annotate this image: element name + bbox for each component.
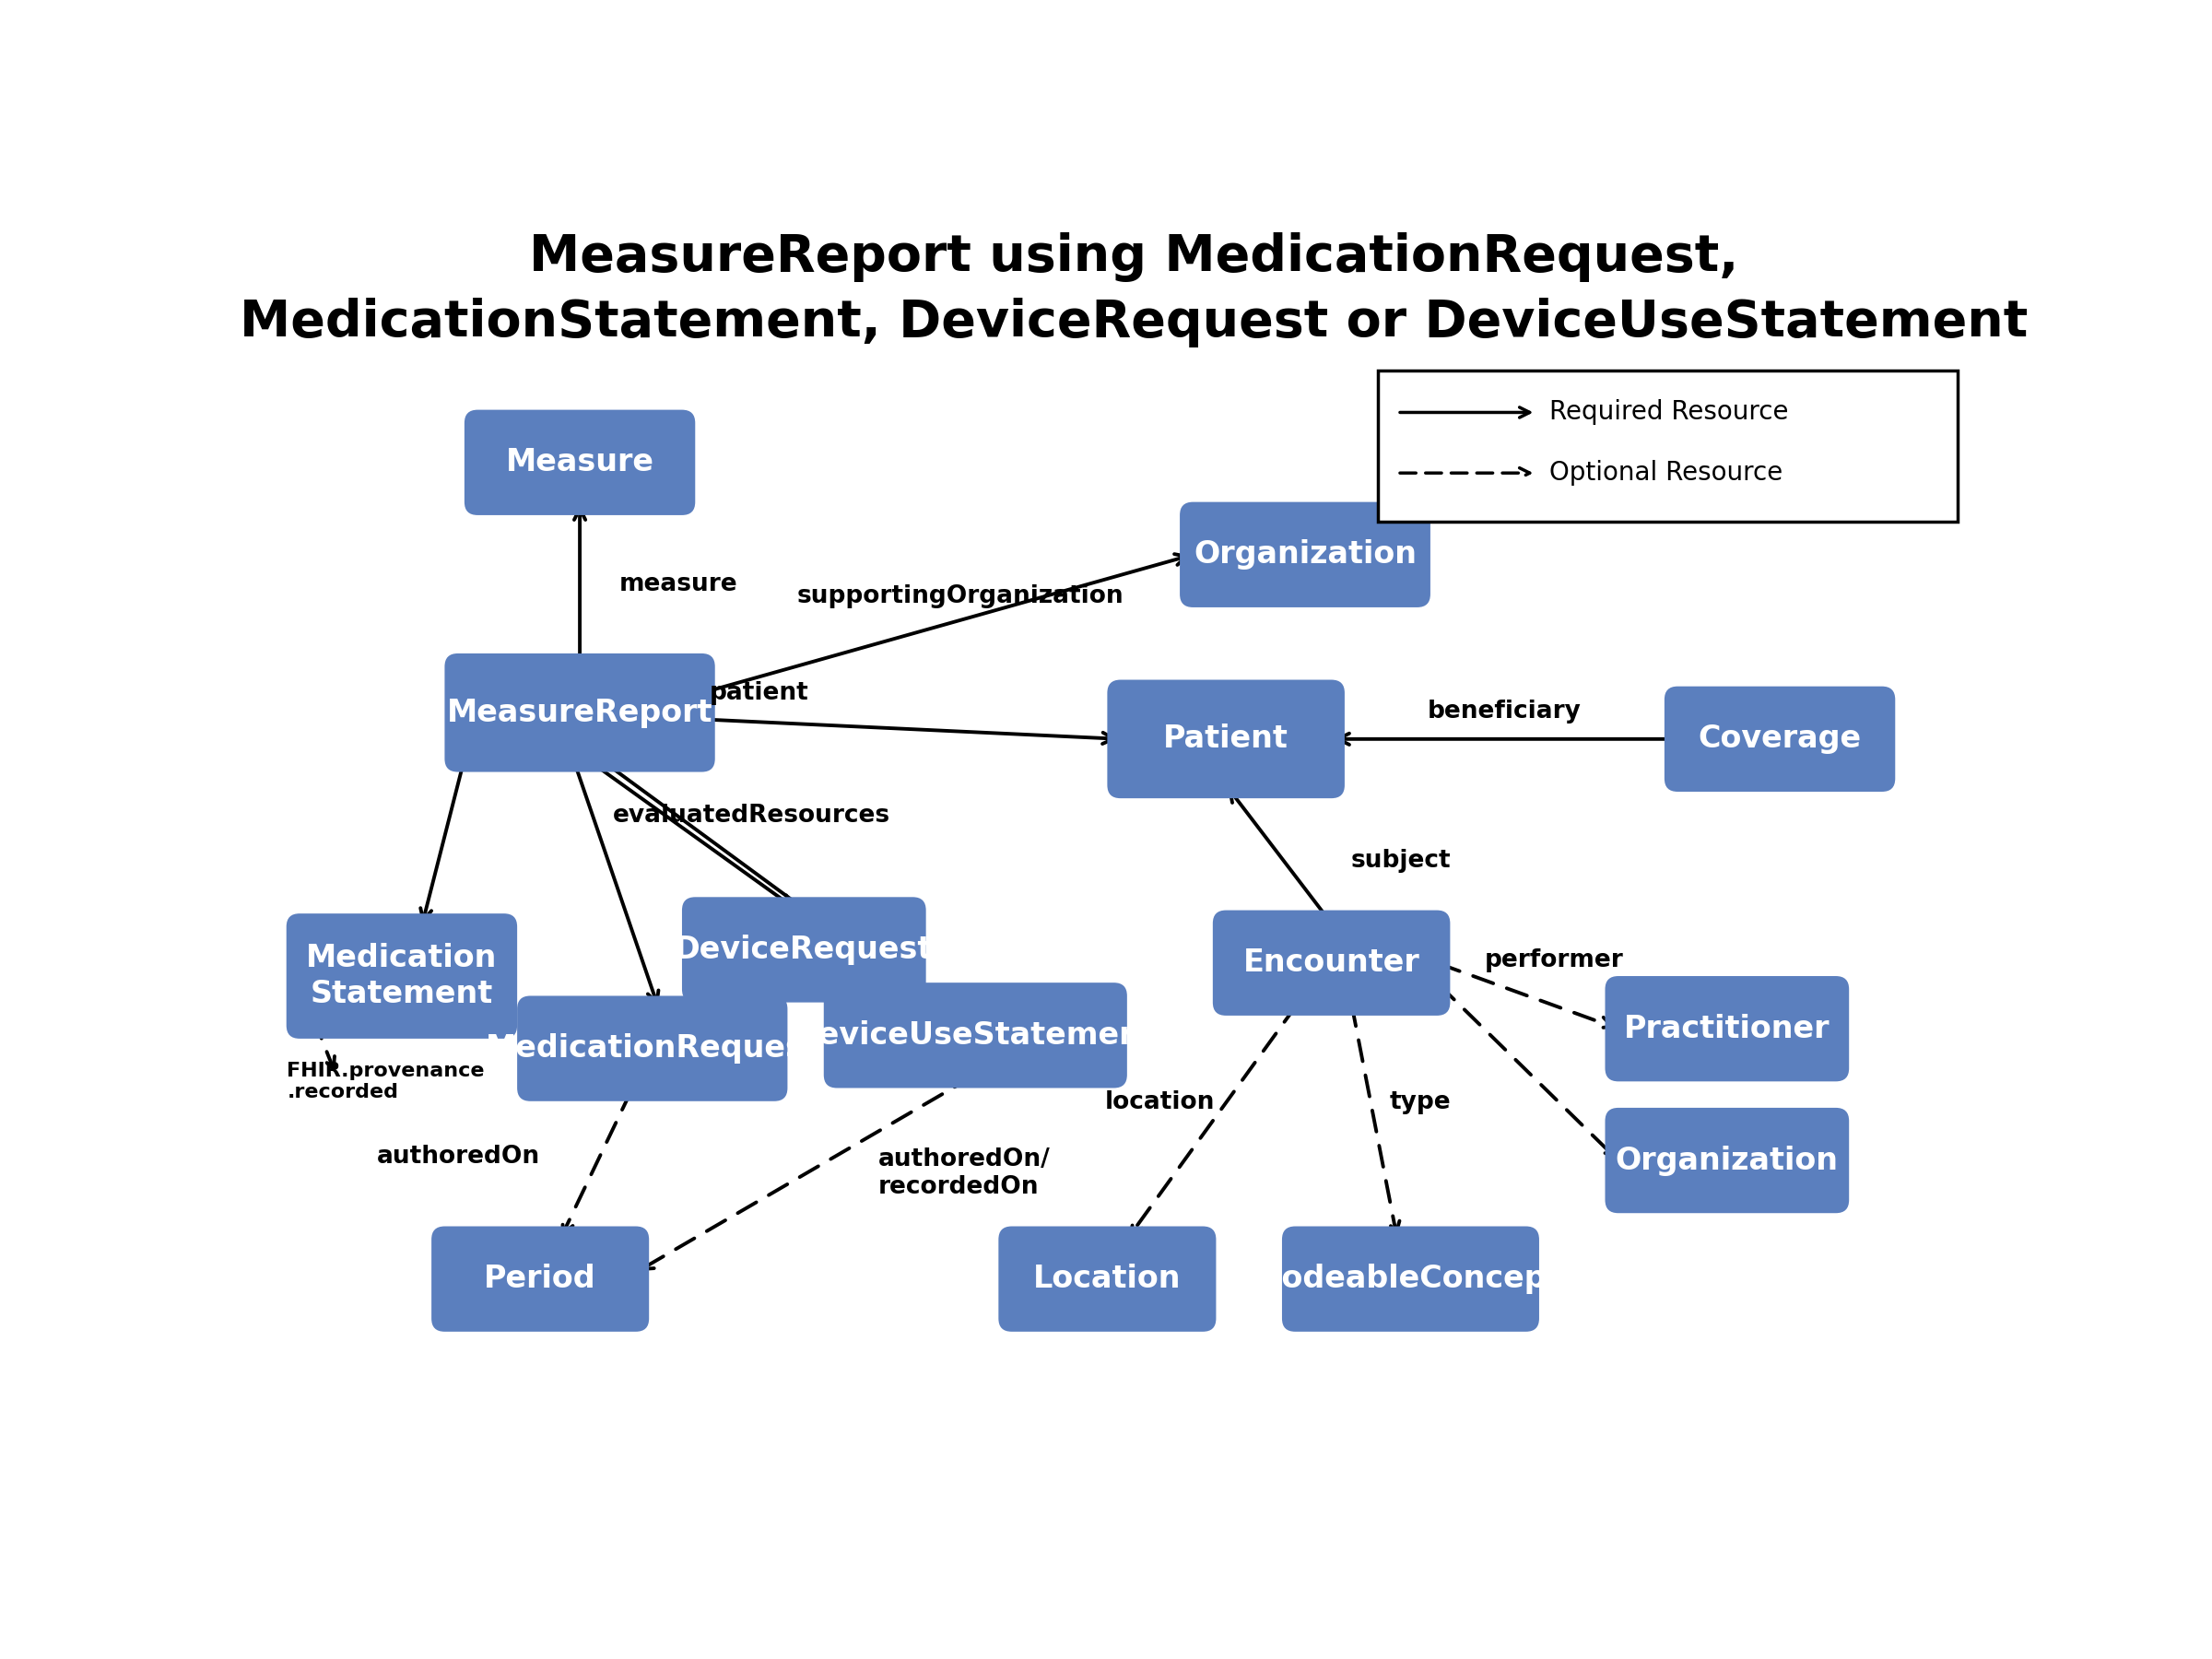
- FancyBboxPatch shape: [431, 1226, 648, 1332]
- Text: authoredOn/
recordedOn: authoredOn/ recordedOn: [878, 1148, 1051, 1199]
- FancyBboxPatch shape: [465, 410, 695, 516]
- FancyBboxPatch shape: [1606, 1108, 1849, 1213]
- Text: Medication
Statement: Medication Statement: [305, 944, 498, 1009]
- FancyBboxPatch shape: [1212, 911, 1451, 1015]
- FancyBboxPatch shape: [998, 1226, 1217, 1332]
- FancyBboxPatch shape: [1108, 680, 1345, 798]
- Text: Organization: Organization: [1194, 539, 1416, 569]
- Text: performer: performer: [1484, 949, 1624, 972]
- Text: Coverage: Coverage: [1699, 723, 1863, 755]
- Text: DeviceUseStatement: DeviceUseStatement: [794, 1020, 1157, 1050]
- Text: supportingOrganization: supportingOrganization: [796, 584, 1124, 607]
- Text: authoredOn: authoredOn: [376, 1145, 540, 1170]
- Text: FHIR.provenance
.recorded: FHIR.provenance .recorded: [288, 1062, 484, 1102]
- Text: MedicationStatement, DeviceRequest or DeviceUseStatement: MedicationStatement, DeviceRequest or De…: [239, 299, 2028, 348]
- FancyBboxPatch shape: [285, 914, 518, 1039]
- Text: Organization: Organization: [1615, 1145, 1838, 1176]
- FancyBboxPatch shape: [445, 654, 714, 771]
- Text: measure: measure: [619, 572, 739, 596]
- Text: MeasureReport: MeasureReport: [447, 697, 712, 728]
- Text: Optional Resource: Optional Resource: [1548, 460, 1783, 486]
- Text: Required Resource: Required Resource: [1548, 400, 1787, 425]
- Text: Location: Location: [1033, 1264, 1181, 1294]
- Text: Patient: Patient: [1164, 723, 1290, 755]
- FancyBboxPatch shape: [1378, 370, 1958, 521]
- Text: type: type: [1389, 1090, 1451, 1115]
- Text: beneficiary: beneficiary: [1427, 698, 1582, 723]
- Text: patient: patient: [710, 682, 807, 705]
- FancyBboxPatch shape: [518, 995, 787, 1102]
- Text: Measure: Measure: [507, 448, 655, 478]
- FancyBboxPatch shape: [823, 982, 1128, 1088]
- Text: MeasureReport using MedicationRequest,: MeasureReport using MedicationRequest,: [529, 232, 1739, 282]
- Text: Period: Period: [484, 1264, 597, 1294]
- FancyBboxPatch shape: [1179, 503, 1431, 607]
- Text: CodeableConcept: CodeableConcept: [1259, 1264, 1562, 1294]
- Text: Practitioner: Practitioner: [1624, 1014, 1829, 1044]
- FancyBboxPatch shape: [1283, 1226, 1540, 1332]
- Text: Encounter: Encounter: [1243, 947, 1420, 979]
- Text: DeviceRequest: DeviceRequest: [675, 934, 933, 966]
- FancyBboxPatch shape: [1606, 975, 1849, 1082]
- FancyBboxPatch shape: [1663, 687, 1896, 791]
- FancyBboxPatch shape: [681, 898, 927, 1002]
- Text: MedicationRequest: MedicationRequest: [487, 1034, 818, 1063]
- Text: location: location: [1106, 1090, 1214, 1115]
- Text: subject: subject: [1352, 849, 1451, 873]
- Text: evaluatedResources: evaluatedResources: [613, 803, 889, 828]
